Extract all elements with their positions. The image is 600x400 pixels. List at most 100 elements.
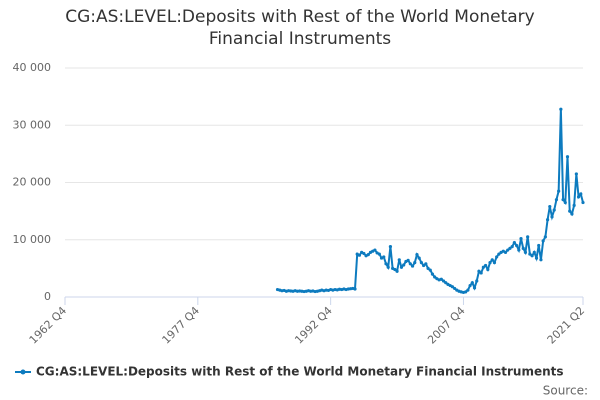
point <box>450 285 454 289</box>
point <box>565 155 570 159</box>
point <box>415 253 419 257</box>
point <box>366 253 370 257</box>
point <box>510 245 514 249</box>
point <box>554 198 559 202</box>
point <box>410 264 415 268</box>
point <box>413 261 417 265</box>
point <box>428 268 432 272</box>
point <box>399 265 404 269</box>
source: Source: <box>543 384 588 398</box>
point <box>477 269 481 273</box>
point <box>492 261 497 265</box>
point <box>406 258 410 262</box>
point <box>552 208 556 212</box>
point <box>430 272 435 276</box>
point <box>488 261 492 265</box>
point <box>393 267 397 272</box>
point <box>395 269 399 273</box>
y-tick-label: 20 000 <box>13 176 52 189</box>
point <box>541 239 545 243</box>
point <box>475 279 479 283</box>
point <box>481 265 485 269</box>
chart-title: CG:AS:LEVEL:Deposits with Rest of the Wo… <box>65 7 535 49</box>
point <box>408 262 412 266</box>
legend-label: CG:AS:LEVEL:Deposits with Rest of the Wo… <box>36 365 564 379</box>
y-tick-label: 40 000 <box>13 61 52 74</box>
point <box>357 253 362 257</box>
point <box>508 246 512 250</box>
point <box>377 252 381 256</box>
x-tick-label: 1977 Q4 <box>160 304 203 347</box>
point <box>426 266 430 270</box>
point <box>581 200 585 205</box>
point <box>483 263 488 268</box>
point <box>539 258 543 262</box>
point <box>486 267 490 272</box>
point <box>417 256 421 260</box>
point <box>441 279 446 283</box>
point <box>548 204 552 209</box>
point <box>537 243 541 248</box>
point <box>517 248 521 252</box>
point <box>576 195 581 199</box>
point <box>572 203 576 207</box>
point <box>550 215 554 219</box>
point <box>521 246 525 250</box>
y-tick-label: 10 000 <box>13 233 52 246</box>
point <box>439 277 443 281</box>
point <box>353 287 357 291</box>
point <box>402 263 406 267</box>
y-tick-label: 30 000 <box>13 118 52 131</box>
point <box>561 198 565 202</box>
point <box>526 235 530 239</box>
point <box>570 212 574 216</box>
legend-marker <box>20 369 26 375</box>
point <box>397 258 401 262</box>
point <box>373 248 377 252</box>
point <box>528 252 532 256</box>
point <box>545 218 550 222</box>
point <box>543 235 547 239</box>
point <box>568 209 572 213</box>
point <box>532 250 536 254</box>
point <box>503 250 508 254</box>
point <box>433 275 437 279</box>
point <box>424 262 428 266</box>
point <box>557 189 561 193</box>
point <box>523 250 528 254</box>
point <box>559 107 563 111</box>
point <box>384 262 388 266</box>
point <box>506 248 510 252</box>
point <box>479 271 483 275</box>
point <box>470 281 474 285</box>
point <box>497 252 501 256</box>
x-tick-label: 2021 Q2 <box>545 304 588 347</box>
point <box>512 241 516 245</box>
point <box>422 263 426 268</box>
point <box>419 261 424 265</box>
x-tick-label: 2007 Q4 <box>425 304 468 347</box>
point <box>453 286 457 291</box>
point <box>444 281 448 285</box>
series-line <box>277 109 584 294</box>
point <box>466 288 470 292</box>
x-tick-label: 1992 Q4 <box>292 304 335 347</box>
point <box>382 255 386 259</box>
point <box>464 290 468 294</box>
point <box>468 283 472 288</box>
point <box>574 172 578 176</box>
point <box>472 286 477 290</box>
point <box>563 200 567 205</box>
point <box>519 237 523 241</box>
point <box>386 265 390 269</box>
point <box>530 254 534 258</box>
point <box>579 192 583 196</box>
point <box>514 243 519 248</box>
point <box>534 256 539 260</box>
point <box>362 251 366 256</box>
x-tick-label: 1962 Q4 <box>27 304 70 347</box>
point <box>490 258 494 262</box>
point <box>388 245 393 249</box>
